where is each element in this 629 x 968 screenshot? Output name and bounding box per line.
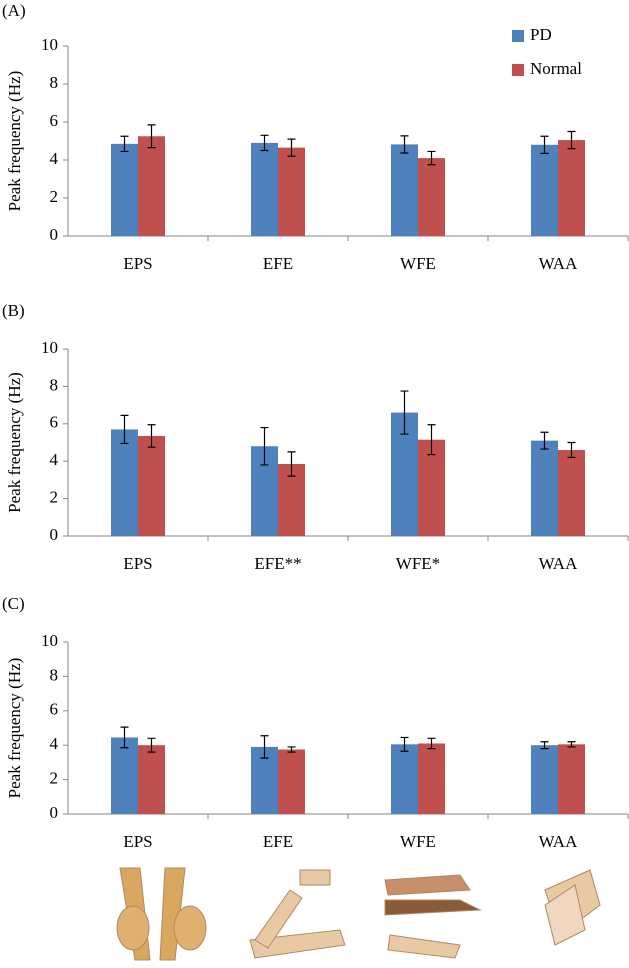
y-tick-label: 8 <box>50 375 59 394</box>
y-axis-label: Peak frequency (Hz) <box>5 658 24 799</box>
x-tick-label: WAA <box>539 832 578 851</box>
x-tick-label: EPS <box>123 832 152 851</box>
error-bar <box>567 130 576 150</box>
y-tick-label: 0 <box>50 803 59 822</box>
error-bar <box>147 424 156 448</box>
bar <box>111 737 138 814</box>
y-tick-label: 6 <box>50 111 59 130</box>
bar <box>531 144 558 236</box>
x-tick-label: WAA <box>539 254 578 273</box>
bar <box>138 745 165 814</box>
error-bar <box>400 736 409 752</box>
error-bar <box>427 150 436 166</box>
y-tick-label: 0 <box>50 525 59 544</box>
error-bar <box>567 441 576 459</box>
error-bar <box>567 741 576 748</box>
error-bar <box>260 735 269 759</box>
error-bar <box>260 134 269 152</box>
x-tick-label: EFE <box>263 254 293 273</box>
error-bar <box>120 726 129 749</box>
y-tick-label: 10 <box>41 631 58 650</box>
illustrations <box>116 867 601 961</box>
y-tick-label: 0 <box>50 225 59 244</box>
error-bar <box>540 431 549 450</box>
y-tick-label: 2 <box>50 769 59 788</box>
bar <box>111 429 138 536</box>
panel-label: (C) <box>2 594 25 613</box>
y-tick-label: 4 <box>50 450 59 469</box>
bar <box>138 136 165 236</box>
bar <box>391 744 418 814</box>
legend-label: Normal <box>530 59 582 78</box>
y-tick-label: 6 <box>50 413 59 432</box>
bar <box>111 143 138 236</box>
error-bar <box>287 451 296 477</box>
y-axis-label: Peak frequency (Hz) <box>5 372 24 513</box>
error-bar <box>540 741 549 750</box>
error-bar <box>287 746 296 753</box>
bar <box>531 440 558 536</box>
error-bar <box>120 414 129 445</box>
legend-label: PD <box>530 25 552 44</box>
y-tick-label: 10 <box>41 35 58 54</box>
legend-swatch <box>512 30 524 42</box>
y-tick-label: 8 <box>50 665 59 684</box>
y-tick-label: 8 <box>50 73 59 92</box>
x-tick-label: EPS <box>123 554 152 573</box>
error-bar <box>287 138 296 157</box>
x-tick-label: EPS <box>123 254 152 273</box>
x-tick-label: WFE <box>400 832 436 851</box>
y-tick-label: 4 <box>50 149 59 168</box>
error-bar <box>400 390 409 435</box>
error-bar <box>147 124 156 149</box>
bar <box>278 749 305 814</box>
x-tick-label: WFE* <box>396 554 440 573</box>
x-tick-label: WAA <box>539 554 578 573</box>
y-tick-label: 4 <box>50 734 59 753</box>
bar <box>138 435 165 536</box>
y-tick-label: 2 <box>50 187 59 206</box>
bar <box>558 744 585 814</box>
error-bar <box>260 426 269 466</box>
bar <box>531 745 558 814</box>
y-tick-label: 10 <box>41 338 58 357</box>
x-tick-label: WFE <box>400 254 436 273</box>
error-bar <box>540 135 549 154</box>
y-tick-label: 6 <box>50 700 59 719</box>
y-axis-label: Peak frequency (Hz) <box>5 71 24 212</box>
error-bar <box>120 135 129 153</box>
error-bar <box>427 424 436 456</box>
bar <box>251 142 278 236</box>
error-bar <box>147 737 156 753</box>
error-bar <box>427 737 436 750</box>
x-tick-label: EFE <box>263 832 293 851</box>
bar <box>558 449 585 536</box>
x-tick-label: EFE** <box>254 554 301 573</box>
bar <box>391 144 418 236</box>
panel-label: (A) <box>2 1 26 20</box>
bar <box>418 158 445 236</box>
error-bar <box>400 135 409 154</box>
panel-label: (B) <box>2 301 25 320</box>
y-tick-label: 2 <box>50 488 59 507</box>
legend-swatch <box>512 64 524 76</box>
bar <box>418 439 445 536</box>
bar <box>278 147 305 236</box>
bar <box>418 743 445 814</box>
bar <box>558 140 585 236</box>
